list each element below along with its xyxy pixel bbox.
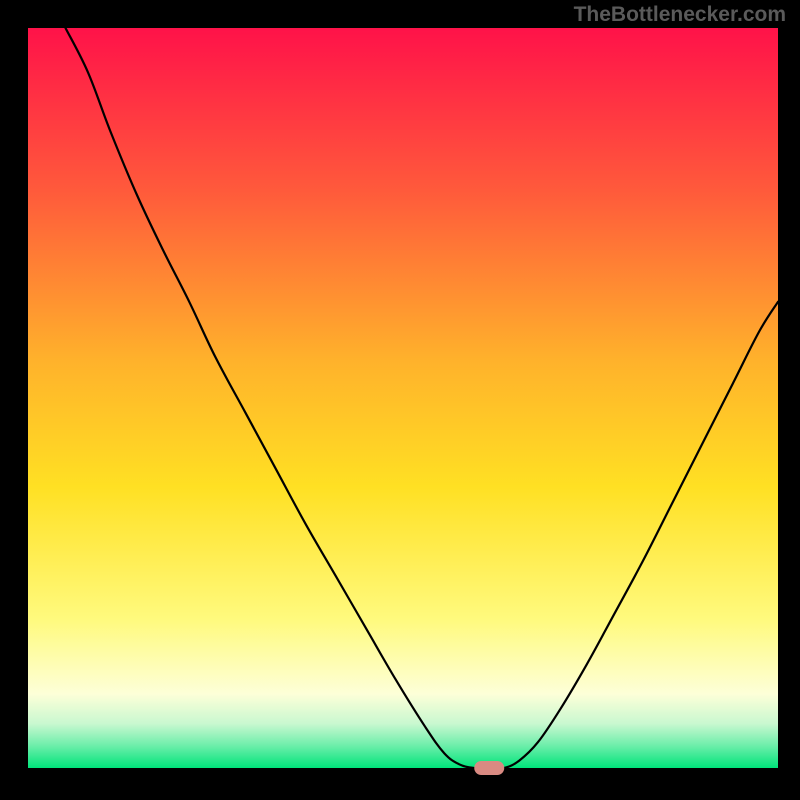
chart-container: TheBottlenecker.com xyxy=(0,0,800,800)
watermark-label: TheBottlenecker.com xyxy=(574,3,786,27)
plot-area xyxy=(28,28,778,768)
